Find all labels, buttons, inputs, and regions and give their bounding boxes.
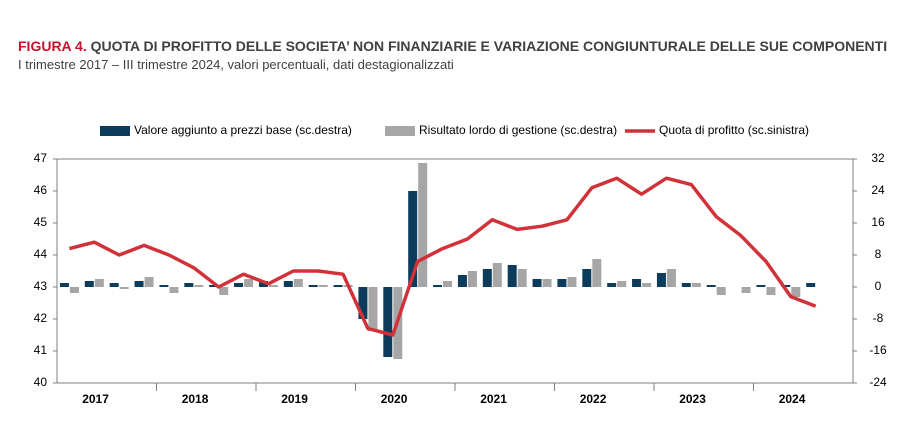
bar: [656, 273, 666, 287]
bar: [244, 279, 254, 287]
x-tick-label: 2020: [381, 392, 408, 406]
bar: [567, 277, 577, 287]
bar: [219, 287, 229, 295]
y2-tick-label: -8: [873, 311, 884, 325]
x-tick-label: 2023: [679, 392, 706, 406]
line: [69, 176, 817, 337]
y-tick-label: 47: [34, 151, 48, 165]
bar: [283, 281, 293, 287]
y2-tick-label: 32: [871, 151, 885, 165]
y-tick-label: 46: [34, 183, 48, 197]
bar: [592, 259, 602, 287]
bar: [706, 285, 716, 287]
bar: [59, 283, 69, 287]
bar: [542, 279, 552, 287]
bar: [169, 287, 179, 293]
bar: [418, 163, 428, 287]
legend-label: Valore aggiunto a prezzi base (sc.destra…: [134, 123, 352, 137]
bar: [716, 287, 726, 295]
bar: [507, 265, 517, 287]
bar: [806, 283, 816, 287]
bar: [109, 283, 119, 287]
header: FIGURA 4. QUOTA DI PROFITTO DELLE SOCIET…: [18, 38, 898, 72]
x-tick-label: 2018: [182, 392, 209, 406]
bar: [642, 283, 652, 287]
bar: [482, 269, 492, 287]
x-tick-label: 2019: [281, 392, 308, 406]
bar: [84, 281, 94, 287]
bar: [492, 263, 502, 287]
y2-tick-label: -24: [869, 375, 887, 389]
bar: [443, 281, 453, 287]
y2-tick-label: 8: [875, 247, 882, 261]
bar: [209, 285, 219, 287]
bar: [617, 281, 627, 287]
legend-swatch: [385, 126, 415, 136]
bar: [467, 271, 477, 287]
bar: [557, 279, 567, 287]
bar: [632, 279, 642, 287]
bar: [293, 279, 303, 287]
bar: [258, 281, 268, 287]
bar: [368, 287, 378, 331]
bar: [666, 269, 676, 287]
bar: [94, 279, 104, 287]
bar: [333, 285, 343, 287]
bar: [532, 279, 542, 287]
chart-title: QUOTA DI PROFITTO DELLE SOCIETA’ NON FIN…: [90, 38, 888, 54]
y-tick-label: 44: [34, 247, 48, 261]
bar: [766, 287, 776, 295]
y-tick-label: 41: [34, 343, 48, 357]
bar: [194, 285, 204, 287]
bar: [433, 285, 443, 287]
bar: [408, 191, 418, 287]
bar: [457, 275, 467, 287]
bar: [134, 281, 144, 287]
y2-tick-label: 24: [871, 183, 885, 197]
bar: [234, 283, 244, 287]
title: FIGURA 4. QUOTA DI PROFITTO DELLE SOCIET…: [18, 38, 898, 55]
legend-label: Quota di profitto (sc.sinistra): [659, 123, 809, 137]
x-tick-label: 2017: [82, 392, 109, 406]
plot-frame: [56, 158, 854, 384]
y2-tick-label: 0: [875, 279, 882, 293]
y2-tick-label: -16: [869, 343, 887, 357]
bar: [691, 283, 701, 287]
bar: [741, 287, 751, 293]
bar: [756, 285, 766, 287]
x-tick-label: 2022: [580, 392, 607, 406]
y-tick-label: 42: [34, 311, 48, 325]
subtitle: I trimestre 2017 – III trimestre 2024, v…: [18, 57, 454, 72]
bar: [582, 269, 592, 287]
bar: [607, 283, 617, 287]
y-tick-label: 43: [34, 279, 48, 293]
y-tick-label: 40: [34, 375, 48, 389]
bar: [119, 287, 129, 289]
bar: [681, 283, 691, 287]
bar: [383, 287, 393, 357]
legend-swatch: [100, 126, 130, 136]
bar: [69, 287, 79, 293]
bar: [268, 285, 278, 287]
bar: [517, 269, 527, 287]
bar: [308, 285, 318, 287]
bar: [781, 285, 791, 287]
bar: [318, 285, 328, 287]
bar: [184, 283, 194, 287]
y-tick-label: 45: [34, 215, 48, 229]
bar: [791, 287, 801, 297]
bar: [144, 277, 154, 287]
x-tick-label: 2021: [480, 392, 507, 406]
bar: [358, 287, 368, 319]
x-tick-label: 2024: [779, 392, 806, 406]
y2-tick-label: 16: [871, 215, 885, 229]
bar: [159, 285, 169, 287]
legend-label: Risultato lordo di gestione (sc.destra): [419, 123, 617, 137]
figure-label: FIGURA 4.: [18, 38, 87, 54]
